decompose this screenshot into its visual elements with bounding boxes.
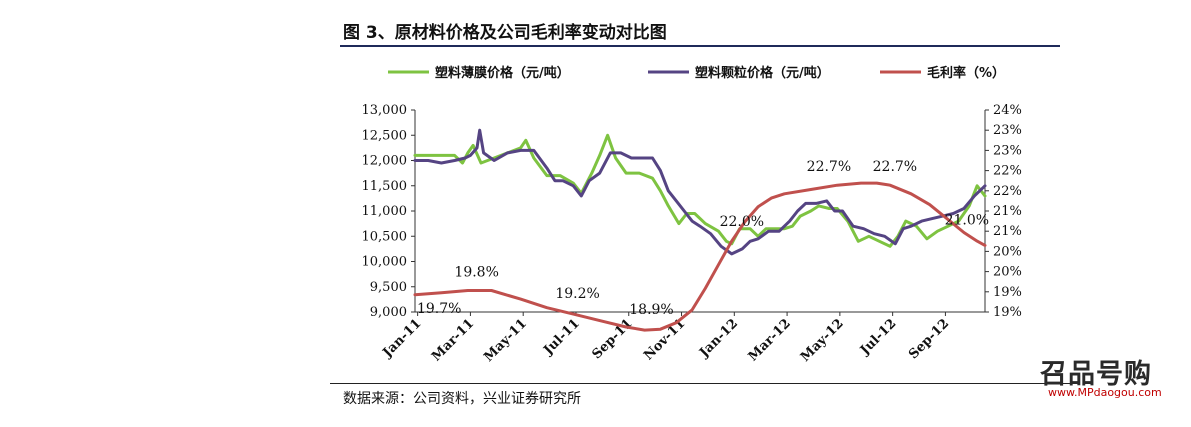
x-tick-label: Mar-12 <box>746 316 794 364</box>
x-tick-label: Jan-12 <box>696 316 741 361</box>
data-label: 18.9% <box>629 302 673 318</box>
y-tick-label-right: 22% <box>993 184 1022 199</box>
x-tick-label: Jul-11 <box>540 316 582 358</box>
data-label: 22.7% <box>873 159 917 175</box>
x-tick-label: Nov-11 <box>641 316 688 363</box>
series-line-1 <box>413 133 987 248</box>
title-rule <box>340 45 1060 47</box>
y-tick-label-right: 20% <box>993 265 1022 280</box>
data-label: 22.7% <box>807 159 851 175</box>
data-labels: 19.7% 19.8% 19.2% 18.9% 22.0% 22.7% 22.7% 21.0% <box>417 159 989 318</box>
y-tick-label-right: 21% <box>993 204 1022 219</box>
series-line-2 <box>413 128 987 256</box>
y-tick-label-left: 13,000 <box>362 103 408 118</box>
data-label: 21.0% <box>945 212 989 228</box>
series-line-3 <box>413 181 987 332</box>
y-tick-label-left: 9,000 <box>370 305 407 320</box>
y-tick-label-left: 12,500 <box>362 128 408 143</box>
legend-label-1: 塑料薄膜价格（元/吨） <box>435 65 570 81</box>
y-tick-label-right: 23% <box>993 143 1022 158</box>
x-tick-label: Mar-11 <box>429 316 477 364</box>
legend: 塑料薄膜价格（元/吨） 塑料颗粒价格（元/吨） 毛利率（%） <box>388 65 1005 81</box>
x-tick-label: May-12 <box>798 316 847 365</box>
x-tick-label: May-11 <box>481 316 530 365</box>
y-tick-label-left: 11,000 <box>362 204 408 219</box>
x-tick-label: Sep-12 <box>906 316 952 362</box>
series-group <box>413 128 987 332</box>
page-title: 图 3、原材料价格及公司毛利率变动对比图 <box>343 23 667 43</box>
x-tick-label: Jan-11 <box>380 316 425 361</box>
source-rule <box>330 383 1075 384</box>
y-tick-label-right: 19% <box>993 285 1022 300</box>
y-tick-label-left: 10,500 <box>362 229 408 244</box>
y-tick-label-right: 24% <box>993 103 1022 118</box>
y-tick-label-right: 21% <box>993 224 1022 239</box>
legend-label-3: 毛利率（%） <box>927 65 1005 81</box>
watermark-logo: 召品号购 <box>1040 359 1152 390</box>
data-label: 22.0% <box>720 214 764 230</box>
source-note: 数据来源：公司资料，兴业证券研究所 <box>343 391 581 407</box>
x-tick-label: Jul-12 <box>857 316 899 358</box>
y-tick-label-left: 9,500 <box>370 280 407 295</box>
data-label: 19.2% <box>555 286 599 302</box>
y-tick-label-left: 11,500 <box>362 179 408 194</box>
legend-label-2: 塑料颗粒价格（元/吨） <box>695 65 830 81</box>
watermark-url: www.MPdaogou.com <box>1048 386 1162 399</box>
data-label: 19.7% <box>417 301 461 317</box>
data-label: 19.8% <box>454 265 498 281</box>
y-tick-label-right: 20% <box>993 244 1022 259</box>
y-tick-label-right: 19% <box>993 305 1022 320</box>
y-tick-label-left: 12,000 <box>362 154 408 169</box>
y-tick-label-right: 23% <box>993 123 1022 138</box>
watermark: 召品号购 www.MPdaogou.com <box>1040 352 1170 404</box>
y-tick-label-right: 22% <box>993 164 1022 179</box>
y-tick-label-left: 10,000 <box>362 255 408 270</box>
